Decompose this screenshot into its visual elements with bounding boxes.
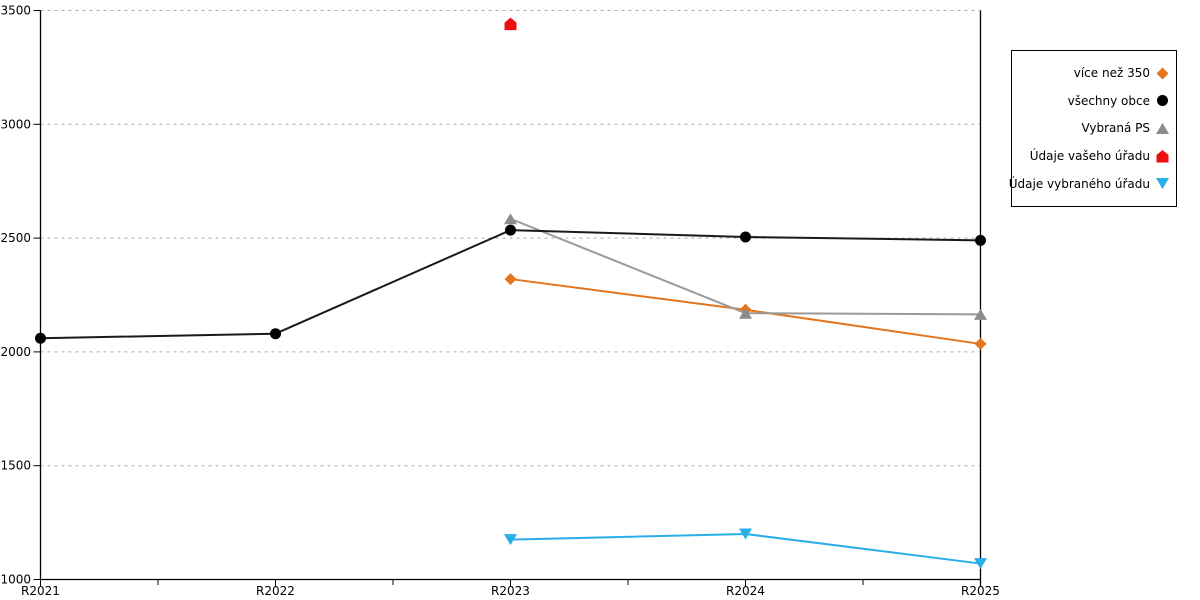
pentagon-icon-shape [1156, 149, 1169, 163]
legend-item: více než 350 [1016, 66, 1170, 81]
diamond-icon [1156, 67, 1169, 80]
x-tick-label: R2023 [491, 584, 530, 598]
legend-item: Údaje vašeho úřadu [1016, 149, 1170, 164]
legend-item: Údaje vybraného úřadu [1009, 176, 1170, 191]
triangle-down-data-point [739, 528, 752, 540]
legend-label: více než 350 [1073, 66, 1150, 81]
x-tick-label: R2025 [961, 584, 1000, 598]
legend-label: Údaje vašeho úřadu [1029, 149, 1150, 164]
x-tick-label: R2022 [256, 584, 295, 598]
y-tick-label: 3000 [0, 117, 31, 131]
y-tick-label: 2000 [0, 345, 31, 359]
circle-data-point [35, 332, 46, 344]
legend-item: Vybraná PS [1016, 121, 1170, 136]
legend-item: všechny obce [1016, 93, 1170, 108]
circle-data-point [740, 231, 751, 243]
legend-label: všechny obce [1067, 93, 1150, 108]
circle-icon [1157, 95, 1168, 107]
y-tick-label: 1500 [0, 459, 31, 473]
series-4 [504, 528, 987, 570]
pentagon-icon [1156, 149, 1169, 163]
legend-label: Údaje vybraného úřadu [1008, 176, 1150, 191]
triangle-down-icon [1156, 178, 1169, 190]
legend-label: Vybraná PS [1081, 121, 1150, 136]
circle-icon-shape [1157, 95, 1168, 107]
triangle-up-data-point [739, 307, 752, 319]
triangle-up-data-point [974, 308, 987, 320]
pentagon-data-point [504, 17, 517, 31]
x-tick-label: R2021 [21, 584, 60, 598]
circle-data-point [505, 224, 516, 236]
circle-data-point [975, 234, 986, 246]
circle-data-point [270, 328, 281, 340]
diamond-data-point [974, 337, 987, 350]
triangle-down-data-point [504, 534, 517, 546]
triangle-down-icon-shape [1156, 178, 1169, 190]
series-1 [35, 224, 986, 344]
diamond-data-point [504, 273, 517, 286]
series-2 [504, 213, 987, 320]
triangle-up-icon [1156, 122, 1169, 134]
diamond-icon-shape [1156, 67, 1169, 80]
series-3 [504, 17, 517, 31]
y-tick-label: 3500 [0, 4, 31, 18]
triangle-up-icon-shape [1156, 122, 1169, 134]
legend: více než 350 všechny obce Vybraná PS Údaje … [1009, 50, 1177, 207]
y-tick-label: 2500 [0, 231, 31, 245]
y-tick-label: 1000 [0, 573, 31, 587]
triangle-down-data-point [974, 558, 987, 570]
triangle-up-data-point [504, 213, 517, 225]
x-tick-label: R2024 [726, 584, 765, 598]
